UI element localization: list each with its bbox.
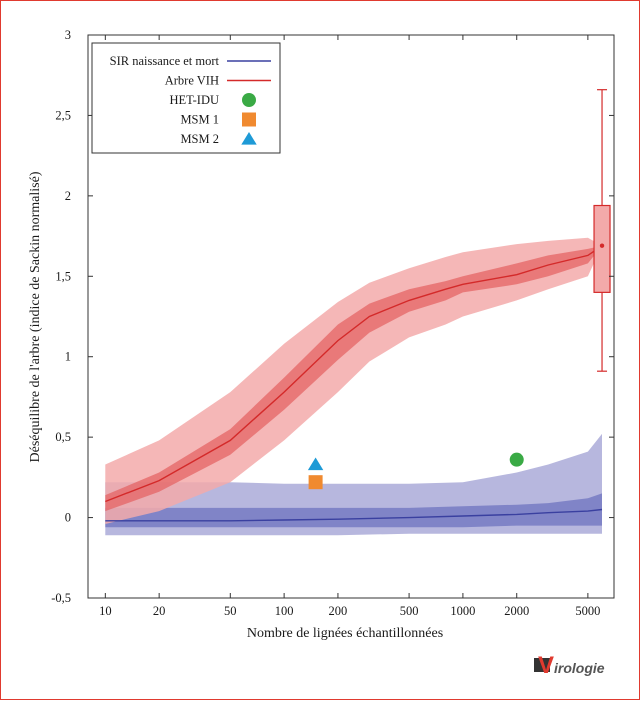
box-median-dot: [599, 243, 605, 248]
legend-label: SIR naissance et mort: [110, 54, 220, 68]
logo-text: irologie: [554, 660, 605, 676]
y-tick-label: 2,5: [55, 108, 71, 122]
series-0-inner-band: [105, 493, 603, 528]
plot-area: [87, 34, 615, 599]
legend-marker: [241, 132, 257, 145]
y-tick-label: 0,5: [55, 430, 71, 444]
virologie-logo: V irologie: [534, 652, 605, 679]
x-axis: 10 20 50 100 200 500 1000 2000 5000: [99, 35, 600, 618]
x-tick-label: 10: [99, 604, 112, 618]
plot-bands: [105, 237, 603, 536]
logo-initial: V: [538, 652, 554, 679]
x-tick-label: 500: [400, 604, 419, 618]
series-0-median-line: [105, 508, 603, 522]
legend-label: MSM 2: [180, 132, 219, 146]
x-tick-label: 100: [275, 604, 294, 618]
y-axis: -0,5 0 0,5 1 1,5 2 2,5 3: [51, 28, 614, 605]
point-msm-1: [308, 475, 323, 490]
legend-label: HET-IDU: [169, 93, 219, 107]
series-1-inner-band: [105, 245, 603, 512]
x-axis-label: Nombre de lignées échantillonnées: [247, 626, 443, 641]
y-tick-label: 0: [65, 511, 71, 525]
y-tick-label: 1: [65, 350, 71, 364]
x-tick-label: 20: [153, 604, 166, 618]
x-tick-label: 5000: [575, 604, 600, 618]
legend: SIR naissance et mort Arbre VIH HET-IDU MSM…: [91, 42, 281, 154]
x-tick-label: 200: [329, 604, 348, 618]
y-axis-label: Déséquilibre de l'arbre (indice de Sacki…: [28, 171, 43, 462]
logo-base: [534, 658, 550, 672]
x-tick-label: 50: [224, 604, 237, 618]
series-1-median-line: [105, 245, 603, 503]
x-tick-label: 2000: [504, 604, 529, 618]
box-iqr: [593, 204, 611, 293]
legend-label: MSM 1: [180, 113, 219, 127]
point-msm-2: [307, 457, 324, 471]
y-tick-label: 2: [65, 189, 71, 203]
legend-marker: [242, 93, 256, 107]
legend-marker: [242, 112, 256, 127]
plot-lines: [105, 245, 603, 522]
x-tick-label: 1000: [450, 604, 475, 618]
point-het-idu: [509, 452, 524, 467]
box-plot: [593, 89, 611, 372]
y-tick-label: -0,5: [51, 591, 71, 605]
legend-label: Arbre VIH: [165, 74, 219, 88]
y-tick-label: 3: [65, 28, 71, 42]
special-points: [307, 452, 524, 490]
y-tick-label: 1,5: [55, 269, 71, 283]
